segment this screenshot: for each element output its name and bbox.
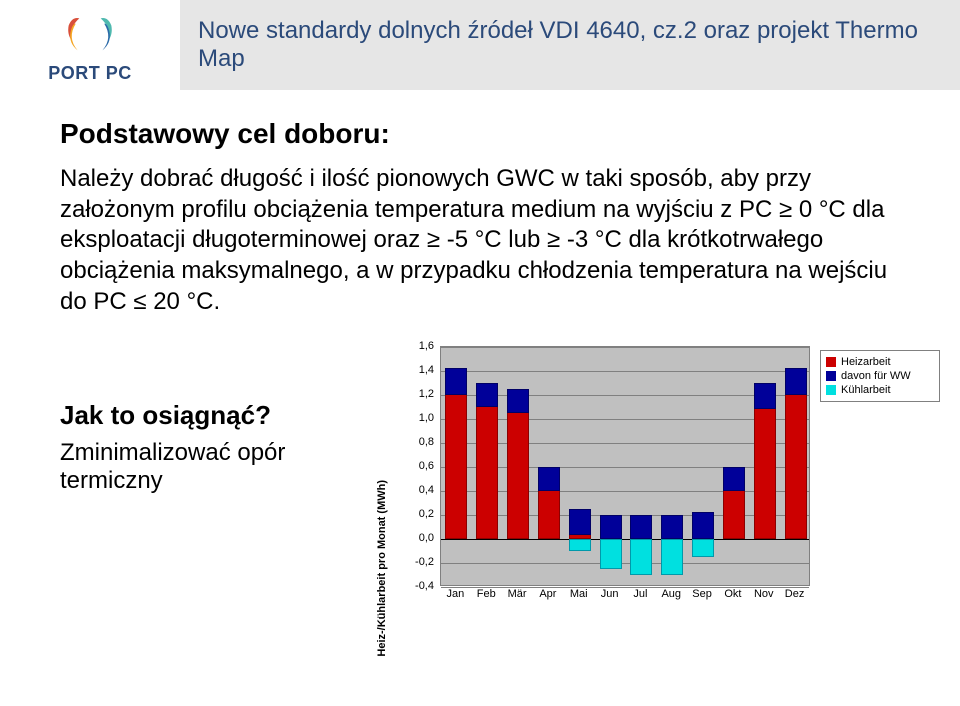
logo-swirl-icon	[63, 13, 117, 61]
x-tick-label: Okt	[724, 588, 741, 600]
y-tick-label: 0,8	[419, 436, 434, 448]
bar-chart: Heiz-/Kühlarbeit pro Monat (MWh) 1,61,41…	[390, 340, 950, 620]
left-column: Jak to osiągnąć? Zminimalizować opór ter…	[60, 340, 390, 620]
bar-group	[723, 347, 745, 587]
bar-group	[785, 347, 807, 587]
subtitle: Podstawowy cel doboru:	[60, 118, 920, 150]
bar-group	[569, 347, 591, 587]
bar-group	[507, 347, 529, 587]
bar-group	[538, 347, 560, 587]
x-tick-label: Jan	[447, 588, 465, 600]
legend-item-ww: davon für WW	[826, 370, 934, 382]
x-tick-label: Nov	[754, 588, 774, 600]
logo-text: PORT PC	[48, 63, 132, 84]
y-tick-label: -0,4	[415, 580, 434, 592]
plot-area	[440, 346, 810, 586]
legend-swatch-ww	[826, 371, 836, 381]
x-tick-label: Sep	[692, 588, 712, 600]
legend-label-heiz: Heizarbeit	[841, 356, 891, 368]
logo-area: PORT PC	[0, 0, 180, 90]
legend-item-kuehl: Kühlarbeit	[826, 384, 934, 396]
legend-swatch-heiz	[826, 357, 836, 367]
bar-group	[476, 347, 498, 587]
y-tick-label: 0,6	[419, 460, 434, 472]
bar-group	[754, 347, 776, 587]
y-tick-label: 1,6	[419, 340, 434, 352]
bar-group	[692, 347, 714, 587]
page-title: Nowe standardy dolnych źródeł VDI 4640, …	[180, 0, 960, 90]
y-tick-label: 0,0	[419, 532, 434, 544]
x-ticks: Jan Feb Mär Apr Mai Jun Jul Aug Sep Okt Nov Dez	[440, 588, 810, 604]
content: Podstawowy cel doboru: Należy dobrać dłu…	[0, 90, 960, 318]
y-tick-label: 1,2	[419, 388, 434, 400]
answer-text: Zminimalizować opór termiczny	[60, 439, 390, 495]
header: PORT PC Nowe standardy dolnych źródeł VD…	[0, 0, 960, 90]
x-tick-label: Jun	[601, 588, 619, 600]
x-tick-label: Feb	[477, 588, 496, 600]
legend-swatch-kuehl	[826, 385, 836, 395]
question-heading: Jak to osiągnąć?	[60, 400, 390, 431]
y-tick-label: 1,4	[419, 364, 434, 376]
x-tick-label: Aug	[661, 588, 681, 600]
x-tick-label: Mär	[508, 588, 527, 600]
x-tick-label: Mai	[570, 588, 588, 600]
x-tick-label: Dez	[785, 588, 805, 600]
lower-row: Jak to osiągnąć? Zminimalizować opór ter…	[0, 340, 960, 620]
x-tick-label: Apr	[539, 588, 556, 600]
legend: Heizarbeit davon für WW Kühlarbeit	[820, 350, 940, 402]
y-ticks: 1,61,41,21,00,80,60,40,20,0-0,2-0,4	[408, 346, 438, 586]
bar-group	[630, 347, 652, 587]
bar-group	[445, 347, 467, 587]
x-tick-label: Jul	[633, 588, 647, 600]
y-tick-label: -0,2	[415, 556, 434, 568]
legend-item-heiz: Heizarbeit	[826, 356, 934, 368]
y-axis-label: Heiz-/Kühlarbeit pro Monat (MWh)	[376, 480, 388, 657]
bar-group	[600, 347, 622, 587]
y-tick-label: 1,0	[419, 412, 434, 424]
y-tick-label: 0,4	[419, 484, 434, 496]
legend-label-ww: davon für WW	[841, 370, 911, 382]
body-text: Należy dobrać długość i ilość pionowych …	[60, 164, 900, 318]
bar-group	[661, 347, 683, 587]
y-tick-label: 0,2	[419, 508, 434, 520]
legend-label-kuehl: Kühlarbeit	[841, 384, 891, 396]
chart-container: Heiz-/Kühlarbeit pro Monat (MWh) 1,61,41…	[390, 340, 950, 620]
